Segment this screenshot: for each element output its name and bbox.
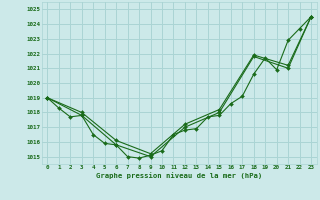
- X-axis label: Graphe pression niveau de la mer (hPa): Graphe pression niveau de la mer (hPa): [96, 172, 262, 179]
